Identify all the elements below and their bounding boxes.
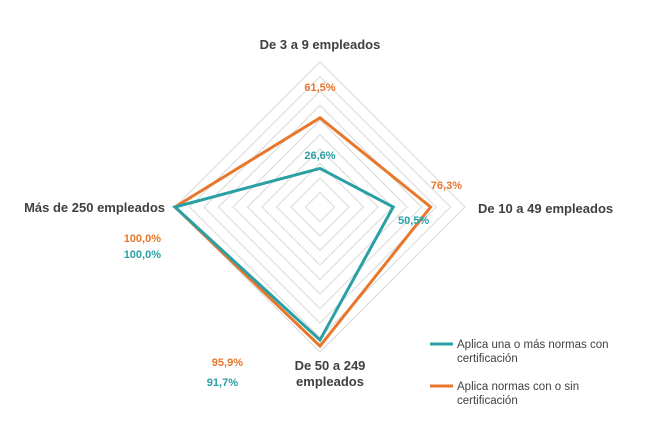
data-label: 26,6% <box>304 150 335 162</box>
data-label: 100,0% <box>124 233 162 245</box>
radar-gridline <box>290 177 350 237</box>
legend-label-line: certificación <box>457 353 518 365</box>
legend-label: Aplica una o más normas con certificación <box>457 339 609 365</box>
radar-gridline <box>304 191 336 223</box>
data-label: 50,5% <box>398 215 429 227</box>
radar-gridline <box>174 61 466 353</box>
series-line-2 <box>172 115 433 349</box>
radar-gridline <box>203 90 437 324</box>
category-label-line: empleados <box>296 374 364 389</box>
category-label-line: De 3 a 9 empleados <box>260 37 381 52</box>
legend-label-line: certificación <box>457 395 518 407</box>
legend-label-line: Aplica normas con o sin <box>457 381 579 393</box>
category-label: De 10 a 49 empleados <box>478 201 613 216</box>
radar-gridline <box>261 148 379 266</box>
radar-gridline <box>232 119 408 295</box>
legend-label-line: Aplica una o más normas con <box>457 339 609 351</box>
data-label: 76,3% <box>431 180 462 192</box>
category-label: De 3 a 9 empleados <box>260 37 381 52</box>
series-line-1 <box>171 166 396 343</box>
radar-gridline <box>188 75 452 339</box>
legend-label: Aplica normas con o sin certificación <box>457 381 579 407</box>
data-label: 100,0% <box>124 249 162 261</box>
data-label: 95,9% <box>212 357 243 369</box>
category-label-line: De 50 a 249 <box>295 358 366 373</box>
category-label-line: De 10 a 49 empleados <box>478 201 613 216</box>
data-label: 91,7% <box>207 377 238 389</box>
category-label: De 50 a 249 empleados <box>295 358 366 389</box>
category-label: Más de 250 empleados <box>24 200 165 215</box>
radar-gridline <box>275 162 365 252</box>
data-label: 61,5% <box>304 82 335 94</box>
category-label-line: Más de 250 empleados <box>24 200 165 215</box>
